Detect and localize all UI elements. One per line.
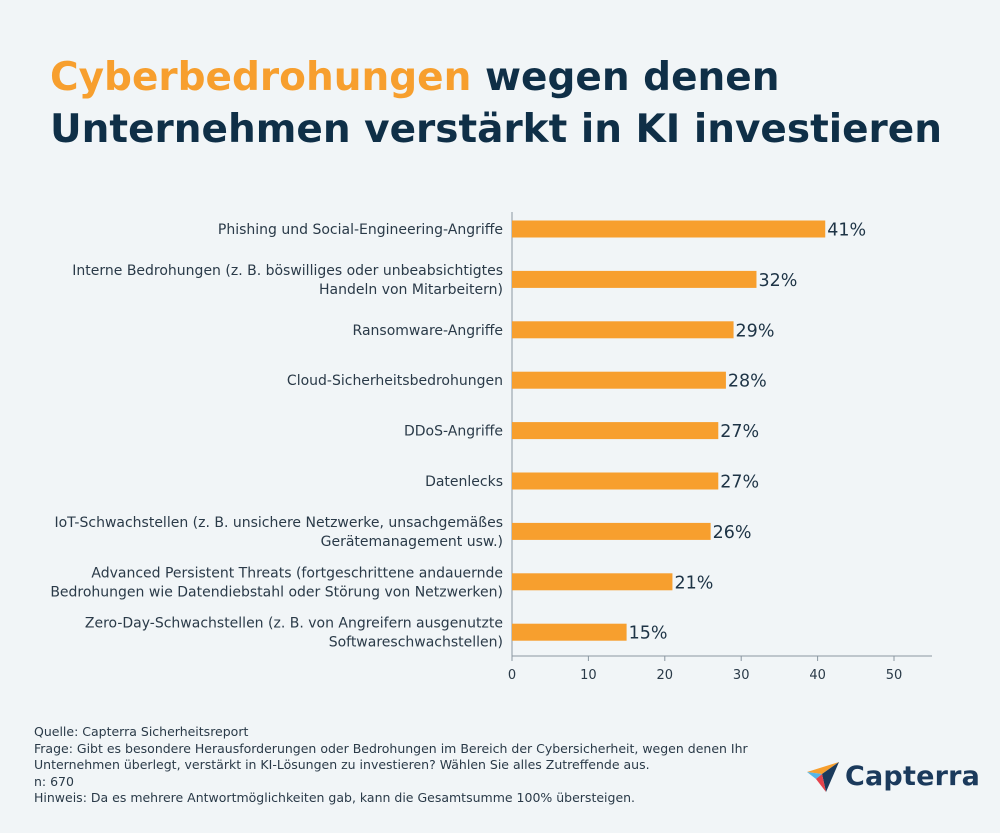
bar xyxy=(512,573,673,591)
category-label: Bedrohungen wie Datendiebstahl oder Stör… xyxy=(50,584,503,600)
bar xyxy=(512,270,757,288)
category-label: Cloud-Sicherheitsbedrohungen xyxy=(287,373,503,389)
x-tick-label: 40 xyxy=(809,668,826,683)
bar xyxy=(512,371,726,389)
category-label: Advanced Persistent Threats (fortgeschri… xyxy=(91,565,503,581)
category-label: Softwareschwachstellen) xyxy=(329,635,503,651)
title-highlight: Cyberbedrohungen xyxy=(50,55,472,100)
data-label: 29% xyxy=(736,321,775,341)
data-label: 21% xyxy=(674,573,713,593)
data-label: 28% xyxy=(728,372,767,392)
x-tick-label: 20 xyxy=(657,668,674,683)
bar xyxy=(512,472,719,490)
category-label: Datenlecks xyxy=(425,474,503,490)
footer-notes: Quelle: Capterra Sicherheitsreport Frage… xyxy=(34,724,754,807)
title-line2: Unternehmen verstärkt in KI investieren xyxy=(50,107,942,152)
bar xyxy=(512,522,711,540)
bar-chart: 0 10 20 30 40 50 41% Phishing und Social-Engine… xyxy=(50,212,932,683)
x-tick-label: 50 xyxy=(886,668,903,683)
data-label: 26% xyxy=(713,523,752,543)
data-label: 32% xyxy=(758,271,797,291)
x-tick-label: 0 xyxy=(508,668,516,683)
sample-size-note: n: 670 xyxy=(34,773,74,789)
bar xyxy=(512,623,627,641)
bar xyxy=(512,321,734,339)
hint-note: Hinweis: Da es mehrere Antwortmöglichkei… xyxy=(34,790,636,805)
capterra-arrow-icon xyxy=(807,762,839,792)
source-note: Quelle: Capterra Sicherheitsreport xyxy=(34,724,249,739)
category-label: IoT-Schwachstellen (z. B. unsichere Netz… xyxy=(54,515,503,531)
category-label: Interne Bedrohungen (z. B. böswilliges o… xyxy=(72,263,503,279)
category-label: Ransomware-Angriffe xyxy=(353,323,503,339)
category-label: Gerätemanagement usw.) xyxy=(321,534,503,550)
category-label: Zero-Day-Schwachstellen (z. B. von Angre… xyxy=(85,616,503,632)
data-label: 27% xyxy=(720,473,759,493)
title-line1-rest: wegen denen xyxy=(471,55,780,100)
x-tick-label: 30 xyxy=(733,668,750,683)
logo-text: Capterra xyxy=(845,760,981,792)
question-note-line2: Unternehmen überlegt, verstärkt in KI-Lö… xyxy=(34,757,650,772)
data-label: 41% xyxy=(827,221,866,241)
question-note-line1: Frage: Gibt es besondere Herausforderung… xyxy=(34,740,748,756)
capterra-logo: Capterra xyxy=(805,756,980,796)
category-label: Handeln von Mitarbeitern) xyxy=(319,282,503,298)
category-label: Phishing und Social-Engineering-Angriffe xyxy=(218,222,503,238)
bar xyxy=(512,220,826,238)
data-label: 15% xyxy=(629,624,668,644)
category-label: DDoS-Angriffe xyxy=(404,424,503,440)
bar xyxy=(512,422,719,440)
chart-title: Cyberbedrohungen wegen denen Unternehmen … xyxy=(50,52,950,156)
x-tick-label: 10 xyxy=(580,668,597,683)
data-label: 27% xyxy=(720,422,759,442)
